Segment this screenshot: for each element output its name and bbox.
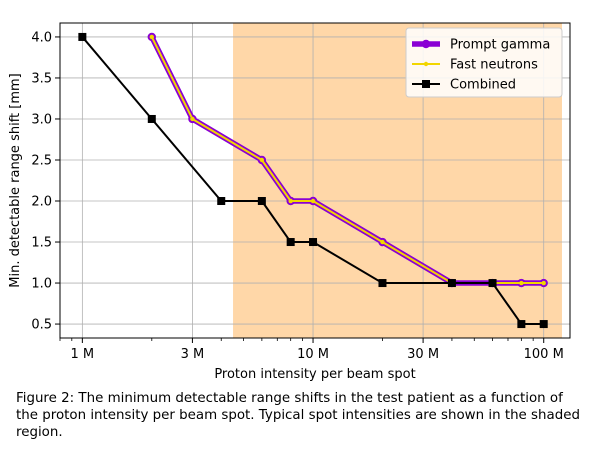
figure-caption: Figure 2: The minimum detectable range s… bbox=[16, 391, 580, 440]
x-axis-label: Proton intensity per beam spot bbox=[214, 367, 415, 382]
y-tick-label: 0.5 bbox=[31, 318, 52, 333]
x-tick-label: 10 M bbox=[297, 347, 329, 362]
data-point-combined bbox=[447, 279, 456, 288]
data-point-combined bbox=[286, 238, 295, 247]
data-point-combined bbox=[257, 197, 266, 206]
y-tick-label: 2.5 bbox=[31, 153, 52, 168]
legend-marker-fast-neutrons bbox=[423, 61, 429, 67]
data-point-fast-neutrons bbox=[541, 280, 546, 286]
data-point-fast-neutrons bbox=[190, 116, 195, 122]
y-tick-label: 2.0 bbox=[31, 195, 52, 210]
data-point-fast-neutrons bbox=[149, 34, 154, 40]
x-tick-label: 1 M bbox=[71, 347, 95, 362]
data-point-combined bbox=[217, 197, 226, 206]
y-axis-label: Min. detectable range shift [mm] bbox=[8, 73, 23, 288]
x-tick-label: 100 M bbox=[524, 347, 564, 362]
legend-label-fast-neutrons: Fast neutrons bbox=[450, 58, 538, 73]
y-tick-label: 4.0 bbox=[31, 30, 52, 45]
data-point-fast-neutrons bbox=[519, 280, 524, 286]
data-point-combined bbox=[309, 238, 318, 247]
y-tick-label: 3.0 bbox=[31, 112, 52, 127]
data-point-fast-neutrons bbox=[380, 239, 385, 245]
series-line-fast-neutrons bbox=[150, 36, 544, 285]
data-point-fast-neutrons bbox=[310, 198, 316, 204]
data-point-fast-neutrons bbox=[259, 157, 265, 163]
data-point-combined bbox=[147, 114, 156, 123]
legend: Prompt gamma Fast neutrons Combined bbox=[405, 27, 563, 98]
x-tick-label: 30 M bbox=[407, 347, 439, 362]
data-point-combined bbox=[517, 320, 526, 329]
data-point-combined bbox=[539, 320, 548, 329]
y-tick-label: 1.5 bbox=[31, 236, 52, 251]
y-tick-label: 1.0 bbox=[31, 277, 52, 292]
data-point-fast-neutrons bbox=[288, 198, 293, 204]
y-tick-label: 3.5 bbox=[31, 71, 52, 86]
x-tick-label: 3 M bbox=[181, 347, 205, 362]
legend-label-combined: Combined bbox=[450, 78, 516, 93]
legend-label-prompt-gamma: Prompt gamma bbox=[450, 38, 550, 53]
data-point-combined bbox=[488, 279, 497, 288]
chart: 1 M 3 M 10 M 30 M 100 M 0.5 1.0 1.5 2.0 2.5 3.0 3.5… bbox=[8, 22, 571, 382]
data-point-combined bbox=[78, 32, 87, 41]
legend-marker-prompt-gamma bbox=[421, 39, 431, 49]
legend-marker-combined bbox=[422, 80, 430, 88]
legend-box bbox=[405, 27, 563, 98]
data-point-combined bbox=[378, 279, 387, 288]
plot-frame bbox=[59, 22, 571, 339]
